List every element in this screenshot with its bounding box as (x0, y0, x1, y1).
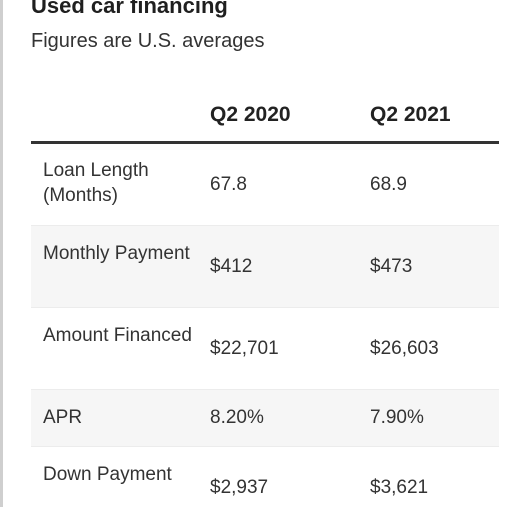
page-title: Used car financing (31, 0, 228, 18)
cell-q2-2021: $26,603 (370, 338, 439, 359)
table-header: Q2 2020 Q2 2021 (31, 97, 499, 144)
page-edge-rule (0, 0, 3, 507)
table-row: Down Payment $2,937 $3,621 (31, 447, 499, 507)
cell-q2-2021: 68.9 (370, 174, 407, 195)
column-header-q2-2020: Q2 2020 (210, 103, 291, 126)
row-label: Monthly Payment (43, 243, 190, 264)
row-label: Loan Length (Months) (43, 160, 149, 206)
page-subtitle: Figures are U.S. averages (31, 30, 265, 52)
column-header-q2-2021: Q2 2021 (370, 103, 451, 126)
row-label: Down Payment (43, 464, 172, 485)
table-row: APR 8.20% 7.90% (31, 390, 499, 447)
row-label: APR (43, 407, 83, 428)
cell-q2-2020: 67.8 (210, 174, 247, 195)
cell-q2-2020: $412 (210, 256, 253, 277)
table-row: Loan Length (Months) 67.8 68.9 (31, 144, 499, 226)
cell-q2-2021: 7.90% (370, 407, 424, 428)
cell-q2-2020: $22,701 (210, 338, 279, 359)
financing-table: Q2 2020 Q2 2021 Loan Length (Months) 67.… (31, 97, 499, 507)
row-label: Amount Financed (43, 325, 192, 346)
cell-q2-2021: $473 (370, 256, 413, 277)
table-row: Monthly Payment $412 $473 (31, 226, 499, 308)
cell-q2-2021: $3,621 (370, 477, 429, 498)
table-row: Amount Financed $22,701 $26,603 (31, 308, 499, 390)
cell-q2-2020: $2,937 (210, 477, 269, 498)
cell-q2-2020: 8.20% (210, 407, 264, 428)
financing-card: Used car financing Figures are U.S. aver… (31, 0, 501, 507)
